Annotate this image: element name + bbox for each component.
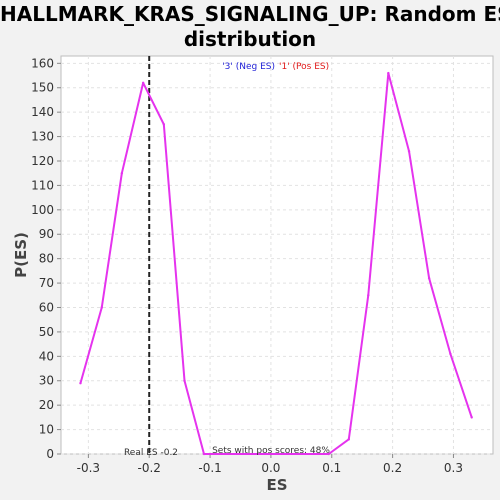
series-point [120,172,124,175]
y-tick-label: 30 [39,374,54,388]
series-point [407,150,411,153]
real-es-label: Real ES -0.2 [124,448,178,458]
series-points [79,71,473,456]
series-point [449,352,452,356]
y-tick-label: 60 [39,300,54,314]
y-tick-label: 160 [31,56,54,70]
series-point [367,294,370,297]
y-tick-label: 120 [31,154,54,168]
x-tick-label: 0.2 [383,461,402,475]
y-tick-label: 70 [39,276,54,290]
chart-title-line-2: distribution [183,27,317,51]
chart-title-line-1: HALLMARK_KRAS_SIGNALING_UP: Random ES [0,2,500,26]
y-tick-label: 140 [31,105,54,119]
y-tick-label: 130 [31,130,54,144]
y-tick-label: 150 [31,81,54,95]
series-point [183,379,186,382]
x-axis-title: ES [266,476,287,494]
legend-neg-entry: '3' (Neg ES) [222,62,275,72]
y-tick-label: 10 [39,423,54,437]
y-tick-label: 40 [39,349,54,363]
grid [61,56,493,455]
series-point [202,452,206,456]
y-tick-label: 0 [46,447,54,461]
y-tick-label: 90 [39,227,54,241]
y-axis-title: P(ES) [12,232,30,278]
x-tick-label: -0.3 [77,461,100,475]
axes: 0 10 20 30 40 50 60 70 80 90 100 110 120 130 140 150 160… [31,56,463,475]
legend-pos-entry: '1' (Pos ES) [279,62,329,72]
pos-scores-annotation: Sets with pos scores: 48% [212,446,330,456]
series-point [387,71,390,75]
series-point [470,416,473,419]
series-point [427,276,431,280]
y-tick-label: 50 [39,325,54,339]
series-point [141,81,145,85]
x-tick-label: 0.1 [322,461,341,475]
y-tick-label: 110 [31,178,54,192]
x-tick-label: 0.0 [261,461,280,475]
labels: '3' (Neg ES) '1' (Pos ES) Real ES -0.2 S… [12,62,330,494]
y-tick-label: 20 [39,398,54,412]
series-point [327,452,330,456]
series-point [100,306,103,309]
x-tick-label: -0.1 [198,461,221,475]
plot-area [60,55,494,455]
x-tick-label: 0.3 [444,461,463,475]
series-point [79,381,82,385]
series-point [347,438,350,441]
series-point [162,123,166,126]
x-tick-label: -0.2 [138,461,161,475]
y-tick-label: 80 [39,252,54,266]
y-tick-label: 100 [31,203,54,217]
